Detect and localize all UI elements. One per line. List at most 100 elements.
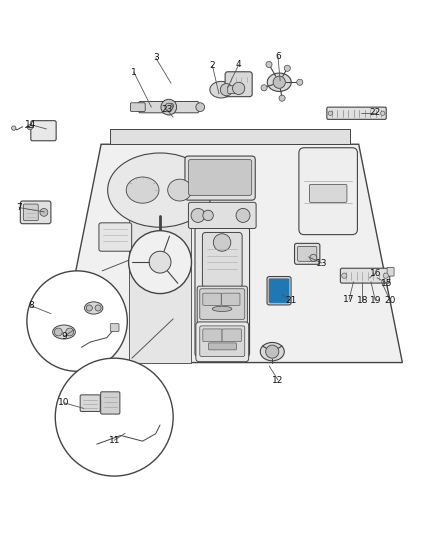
Text: 12: 12 — [272, 376, 284, 384]
FancyBboxPatch shape — [309, 184, 347, 203]
Circle shape — [266, 345, 279, 358]
Ellipse shape — [126, 177, 159, 203]
Circle shape — [279, 95, 285, 101]
Circle shape — [66, 328, 74, 336]
FancyBboxPatch shape — [197, 286, 247, 323]
FancyBboxPatch shape — [203, 329, 222, 342]
Text: 11: 11 — [109, 436, 120, 445]
Circle shape — [129, 231, 191, 294]
Circle shape — [328, 111, 332, 116]
FancyBboxPatch shape — [202, 232, 242, 287]
FancyBboxPatch shape — [188, 203, 256, 229]
FancyBboxPatch shape — [222, 329, 241, 342]
Circle shape — [196, 103, 205, 111]
FancyBboxPatch shape — [80, 395, 100, 411]
FancyBboxPatch shape — [299, 148, 357, 235]
Text: 19: 19 — [370, 296, 381, 305]
Circle shape — [40, 208, 48, 216]
FancyBboxPatch shape — [222, 293, 240, 305]
Text: 21: 21 — [285, 296, 297, 305]
Circle shape — [261, 85, 267, 91]
FancyBboxPatch shape — [99, 223, 132, 251]
FancyBboxPatch shape — [23, 204, 38, 221]
Ellipse shape — [267, 73, 291, 92]
Circle shape — [168, 103, 173, 108]
FancyBboxPatch shape — [110, 324, 119, 332]
Text: 14: 14 — [25, 120, 36, 129]
FancyBboxPatch shape — [267, 277, 291, 305]
FancyBboxPatch shape — [196, 322, 249, 362]
FancyBboxPatch shape — [200, 326, 245, 357]
FancyBboxPatch shape — [131, 103, 145, 111]
Circle shape — [297, 79, 303, 85]
Circle shape — [236, 208, 250, 222]
Text: 23: 23 — [161, 105, 172, 114]
Text: 22: 22 — [370, 108, 381, 117]
Text: 16: 16 — [370, 269, 381, 278]
Ellipse shape — [210, 82, 233, 98]
Ellipse shape — [168, 179, 192, 201]
FancyBboxPatch shape — [228, 86, 239, 94]
Ellipse shape — [212, 306, 232, 311]
FancyBboxPatch shape — [208, 343, 237, 350]
Polygon shape — [110, 129, 350, 144]
FancyBboxPatch shape — [340, 268, 390, 283]
Circle shape — [284, 65, 290, 71]
Circle shape — [27, 271, 127, 372]
FancyBboxPatch shape — [188, 159, 252, 195]
Text: 17: 17 — [343, 295, 355, 304]
Circle shape — [220, 84, 233, 96]
Text: 6: 6 — [275, 52, 281, 61]
Polygon shape — [130, 214, 191, 362]
FancyBboxPatch shape — [195, 227, 250, 357]
FancyBboxPatch shape — [20, 201, 51, 224]
Text: 18: 18 — [357, 296, 368, 305]
Circle shape — [86, 305, 92, 311]
Circle shape — [266, 61, 272, 68]
Circle shape — [383, 273, 389, 278]
Circle shape — [233, 82, 245, 94]
Circle shape — [55, 358, 173, 476]
FancyBboxPatch shape — [327, 107, 386, 119]
Text: 7: 7 — [16, 203, 22, 212]
Polygon shape — [57, 144, 403, 362]
FancyBboxPatch shape — [294, 244, 320, 264]
Circle shape — [149, 251, 171, 273]
FancyBboxPatch shape — [203, 293, 221, 305]
Circle shape — [95, 305, 101, 311]
Text: 1: 1 — [131, 68, 137, 77]
FancyBboxPatch shape — [185, 156, 255, 200]
FancyBboxPatch shape — [101, 392, 120, 414]
Circle shape — [342, 273, 347, 278]
FancyBboxPatch shape — [200, 289, 245, 319]
Text: 8: 8 — [28, 301, 34, 310]
Circle shape — [203, 210, 213, 221]
Text: 4: 4 — [236, 60, 241, 69]
Circle shape — [12, 126, 16, 130]
Ellipse shape — [85, 302, 103, 314]
Circle shape — [310, 254, 317, 261]
Text: 9: 9 — [61, 332, 67, 341]
Circle shape — [54, 328, 62, 336]
FancyBboxPatch shape — [139, 101, 199, 113]
Circle shape — [161, 99, 177, 115]
Text: 20: 20 — [385, 296, 396, 305]
FancyBboxPatch shape — [297, 246, 317, 261]
Circle shape — [191, 208, 205, 222]
FancyBboxPatch shape — [387, 268, 394, 276]
Circle shape — [165, 103, 173, 111]
Text: 13: 13 — [316, 259, 327, 268]
Circle shape — [213, 234, 231, 251]
Ellipse shape — [108, 153, 212, 227]
FancyBboxPatch shape — [31, 120, 56, 141]
Text: 10: 10 — [58, 398, 70, 407]
Text: 2: 2 — [210, 61, 215, 70]
FancyBboxPatch shape — [269, 278, 289, 303]
Circle shape — [273, 76, 286, 88]
Circle shape — [381, 111, 385, 116]
Ellipse shape — [53, 325, 75, 339]
FancyBboxPatch shape — [225, 72, 252, 96]
Circle shape — [27, 125, 32, 130]
Ellipse shape — [260, 343, 284, 361]
Text: 3: 3 — [153, 53, 159, 62]
